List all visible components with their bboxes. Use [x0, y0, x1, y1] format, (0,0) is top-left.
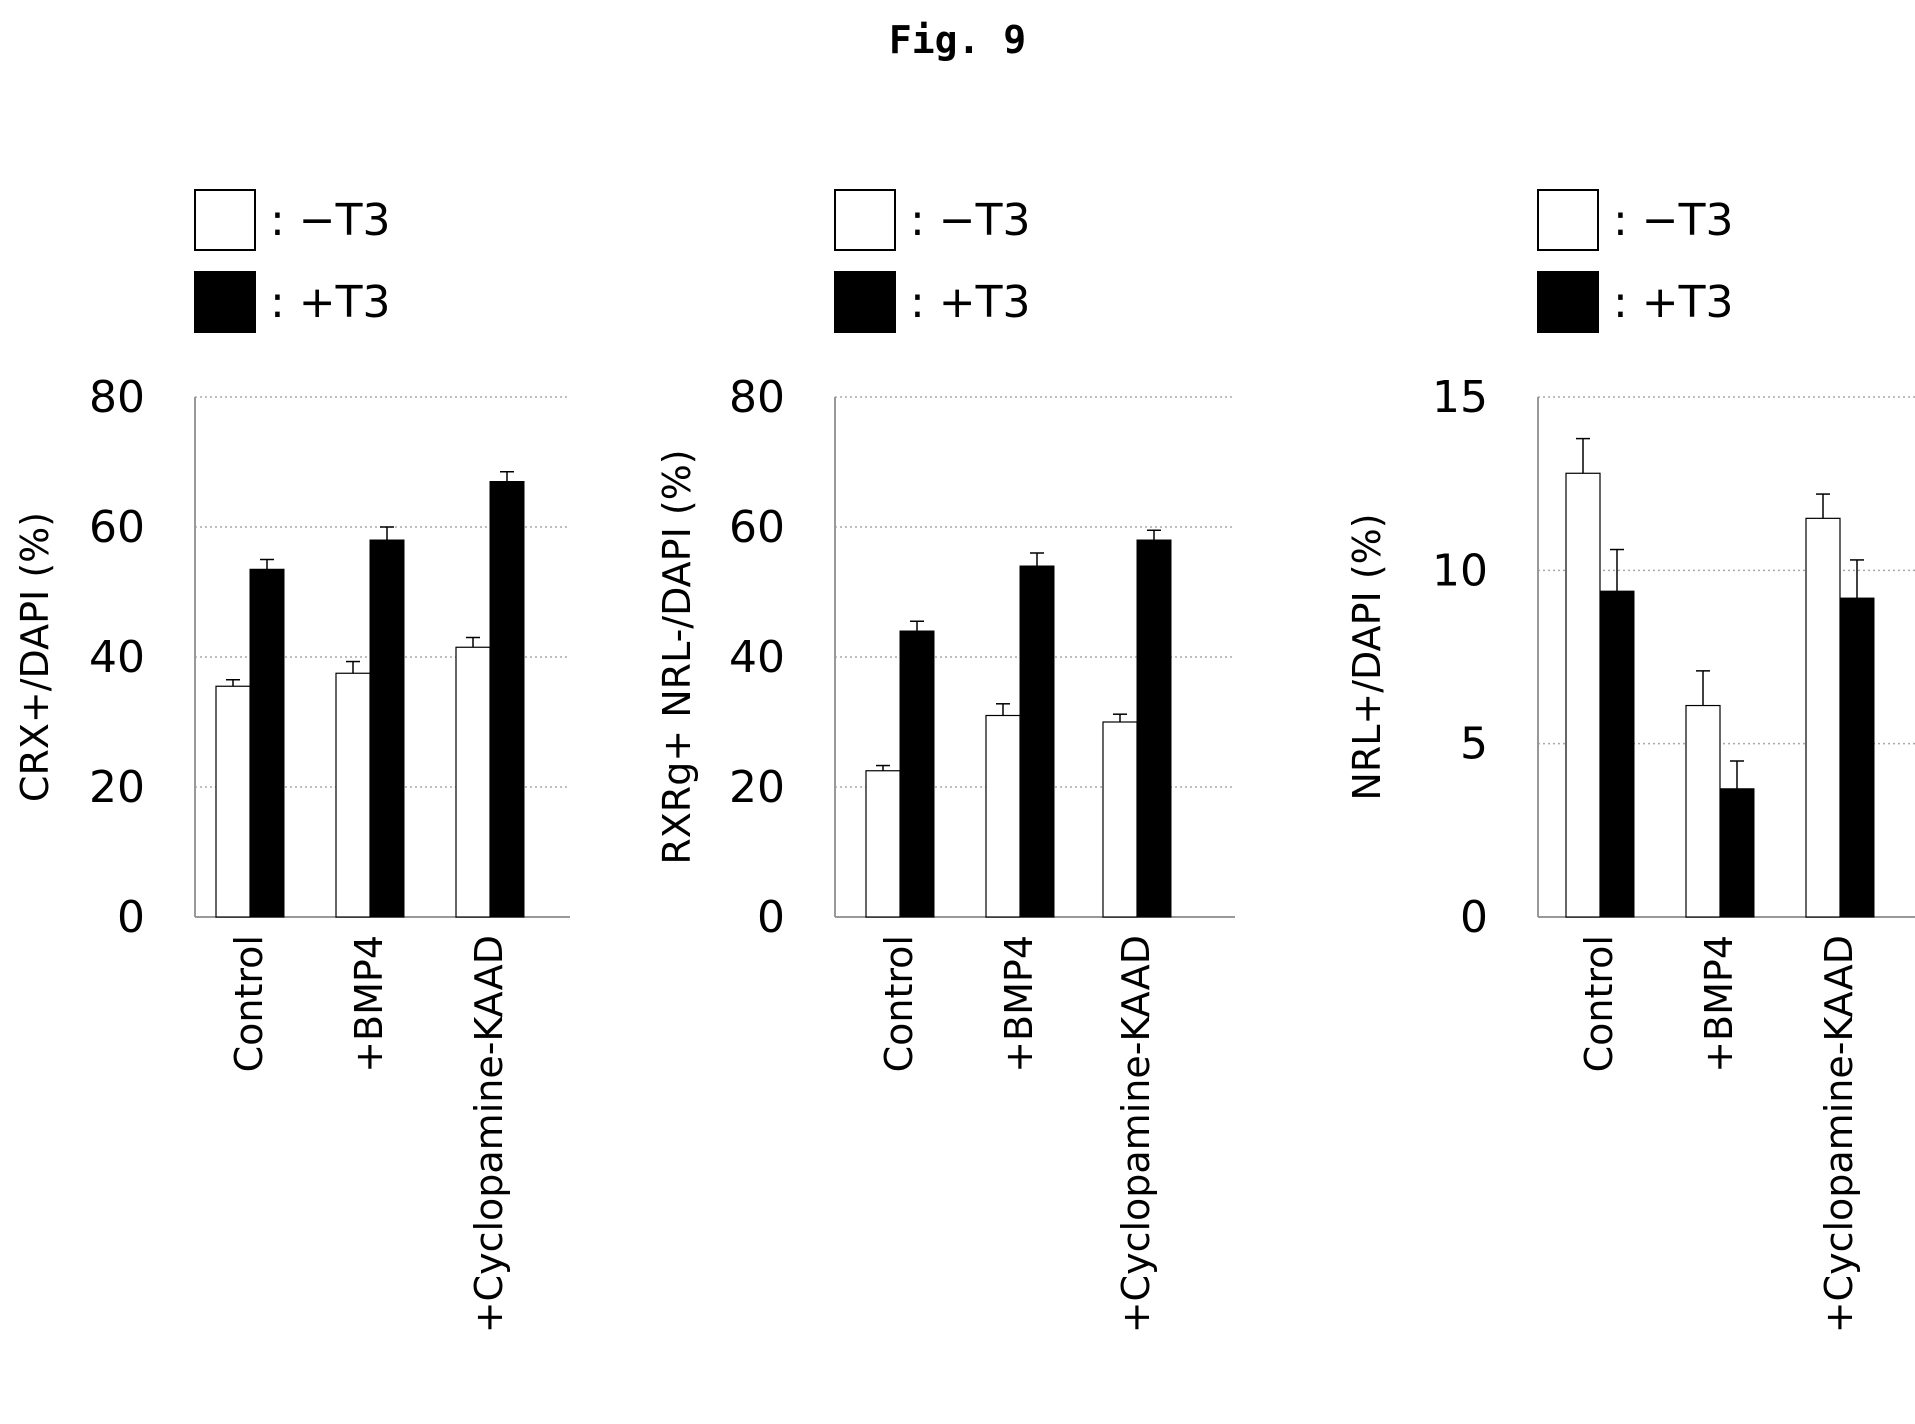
x-category-label: Control — [1577, 935, 1621, 1072]
bar-minus-t3 — [215, 685, 251, 918]
x-category-label: +BMP4 — [997, 935, 1041, 1073]
bar-plus-t3 — [1136, 539, 1172, 918]
bar-minus-t3 — [1805, 517, 1841, 918]
chart-panel-2: : −T3 : +T3 0 20 40 60 80 RXRg+ NRL-/DAPI (%) Co… — [655, 189, 1235, 1333]
x-category-label: Control — [877, 935, 921, 1072]
legend-swatch — [194, 271, 256, 333]
bar-minus-t3 — [335, 672, 371, 918]
y-tick-label: 15 — [1432, 372, 1488, 423]
x-category-label: +BMP4 — [347, 935, 391, 1073]
legend-swatch — [1537, 189, 1599, 251]
y-tick-label: 20 — [729, 762, 785, 813]
y-tick-label: 60 — [89, 502, 145, 553]
x-category-label: +Cyclopamine-KAAD — [467, 935, 511, 1333]
bar-plus-t3 — [249, 568, 285, 918]
bar-minus-t3 — [1565, 472, 1601, 918]
y-tick-label: 10 — [1432, 545, 1488, 596]
bar-minus-t3 — [865, 770, 901, 918]
legend-label: : −T3 — [1613, 195, 1734, 246]
y-tick-label: 40 — [729, 632, 785, 683]
x-category-label: +BMP4 — [1697, 935, 1741, 1073]
bar-plus-t3 — [1019, 565, 1055, 918]
y-tick-label: 60 — [729, 502, 785, 553]
x-category-label: +Cyclopamine-KAAD — [1114, 935, 1158, 1333]
legend-swatch — [834, 271, 896, 333]
y-tick-label: 5 — [1460, 719, 1488, 770]
legend-label: : +T3 — [910, 277, 1031, 328]
y-axis-label: RXRg+ NRL-/DAPI (%) — [655, 449, 699, 864]
y-axis-label: CRX+/DAPI (%) — [13, 512, 57, 802]
y-tick-label: 0 — [1460, 892, 1488, 943]
legend-swatch — [1537, 271, 1599, 333]
bar-minus-t3 — [1685, 704, 1721, 918]
legend-label: : −T3 — [270, 195, 391, 246]
bar-plus-t3 — [489, 481, 525, 918]
x-category-label: +Cyclopamine-KAAD — [1817, 935, 1861, 1333]
chart-panel-1: : −T3 : +T3 0 20 40 60 80 CRX+/DAPI (%) Control +… — [13, 189, 570, 1333]
legend-label: : +T3 — [270, 277, 391, 328]
y-tick-label: 0 — [757, 892, 785, 943]
y-tick-label: 40 — [89, 632, 145, 683]
bar-minus-t3 — [985, 714, 1021, 918]
y-tick-label: 80 — [729, 372, 785, 423]
y-tick-label: 80 — [89, 372, 145, 423]
legend-label: : −T3 — [910, 195, 1031, 246]
legend-swatch — [194, 189, 256, 251]
legend-swatch — [834, 189, 896, 251]
bar-plus-t3 — [1719, 788, 1755, 918]
chart-panel-3: : −T3 : +T3 0 5 10 15 NRL+/DAPI (%) Control +BMP… — [1345, 189, 1915, 1333]
bar-plus-t3 — [1599, 590, 1635, 918]
x-category-label: Control — [227, 935, 271, 1072]
bar-plus-t3 — [369, 539, 405, 918]
figure-title: Fig. 9 — [888, 18, 1027, 62]
bar-plus-t3 — [1839, 597, 1875, 918]
y-tick-label: 0 — [117, 892, 145, 943]
bar-plus-t3 — [899, 630, 935, 918]
bar-minus-t3 — [1102, 721, 1138, 918]
bar-minus-t3 — [455, 646, 491, 918]
y-axis-label: NRL+/DAPI (%) — [1345, 513, 1389, 800]
legend-label: : +T3 — [1613, 277, 1734, 328]
y-tick-label: 20 — [89, 762, 145, 813]
